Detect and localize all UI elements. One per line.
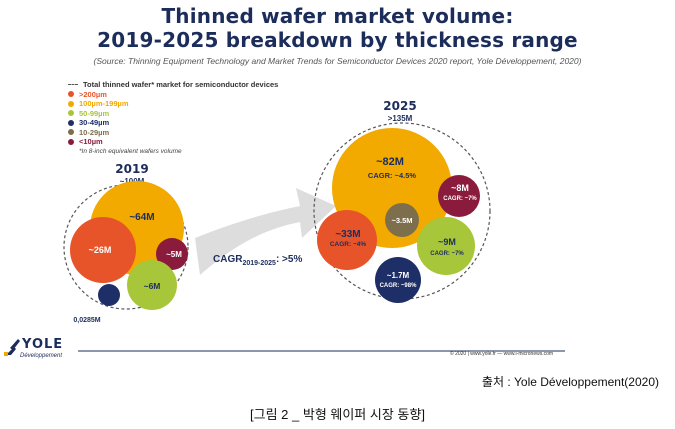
arrow-cagr-text: CAGR xyxy=(213,254,243,265)
value-2019-30-49: 0,0285M xyxy=(73,317,100,324)
legend-item-label: >200µm xyxy=(79,89,107,99)
bubble-2025-10-29 xyxy=(385,203,419,237)
legend-swatch-icon xyxy=(68,110,74,117)
value-2025-30-49: ~1.7M xyxy=(387,271,410,280)
legend-item: 100µm-199µm xyxy=(68,99,278,109)
value-2025-50-99: ~9M xyxy=(438,237,456,247)
figure-caption: [그림 2 _ 박형 웨이퍼 시장 동향] xyxy=(250,407,425,422)
bubble-2025-10less xyxy=(438,175,480,217)
legend-item-label: 10-29µm xyxy=(79,127,110,137)
legend-header-row: Total thinned wafer* market for semicond… xyxy=(68,80,278,90)
arrow-cagr-value: : >5% xyxy=(276,254,303,265)
arrow-cagr-subscript: 2019-2025 xyxy=(242,260,276,267)
bubble-2019-200plus xyxy=(70,217,136,283)
value-2019-10less: ~5M xyxy=(166,250,182,259)
cagr-2025-30-49: CAGR: ~98% xyxy=(380,283,418,289)
legend-item-label: 50-99µm xyxy=(79,108,110,118)
cagr-2025-10less: CAGR: ~7% xyxy=(443,196,477,202)
year-label-2025: 2025 xyxy=(383,99,416,113)
group-2019: 2019 ~100M ~64M ~26M ~5M ~6M 0,0285M xyxy=(63,162,189,324)
legend-swatch-icon xyxy=(68,119,74,126)
cagr-2025-200plus: CAGR: ~4% xyxy=(330,241,367,248)
bubble-2025-200plus xyxy=(317,210,377,270)
bubble-2019-50-99 xyxy=(127,260,177,310)
legend-item: 10-29µm xyxy=(68,128,278,138)
value-2019-200plus: ~26M xyxy=(89,245,112,255)
legend-item-label: 100µm-199µm xyxy=(79,99,129,109)
legend-items: >200µm 100µm-199µm 50-99µm 30-49µm 10-29µm <1… xyxy=(68,90,278,147)
legend-item: <10µm xyxy=(68,137,278,147)
value-2019-50-99: ~6M xyxy=(144,281,161,291)
legend-item: 50-99µm xyxy=(68,109,278,119)
footer-copyright: © 2020 | www.yole.fr — www.i-micronews.c… xyxy=(450,350,553,357)
legend-swatch-icon xyxy=(68,91,74,98)
dashed-line-icon xyxy=(68,84,78,86)
legend-item-label: 30-49µm xyxy=(79,118,110,128)
bubble-2019-10less xyxy=(156,238,188,270)
chart-title-line2: 2019-2025 breakdown by thickness range xyxy=(97,28,578,52)
legend-swatch-icon xyxy=(68,129,74,136)
legend-item: 30-49µm xyxy=(68,118,278,128)
legend-header: Total thinned wafer* market for semicond… xyxy=(83,80,279,90)
value-2025-200plus: ~33M xyxy=(335,229,360,240)
chart-title-line1: Thinned wafer market volume: xyxy=(161,4,514,28)
legend-swatch-icon xyxy=(68,100,74,107)
bubble-2025-30-49 xyxy=(375,257,421,303)
value-2025-10-29: ~3.5M xyxy=(391,216,412,225)
value-2019-100-199: ~64M xyxy=(129,212,154,223)
total-label-2025: >135M xyxy=(388,114,413,123)
legend-item-label: <10µm xyxy=(79,137,103,147)
cagr-2025-50-99: CAGR: ~7% xyxy=(430,251,464,257)
legend-swatch-icon xyxy=(68,138,74,145)
growth-arrow xyxy=(195,188,336,275)
yole-logo-icon xyxy=(6,339,20,355)
legend-note: *In 8-inch equivalent wafers volume xyxy=(79,147,182,155)
value-2025-100-199: ~82M xyxy=(376,156,404,168)
arrow-cagr-label: CAGR2019-2025: >5% xyxy=(213,254,302,267)
year-label-2019: 2019 xyxy=(115,162,148,176)
chart-source: (Source: Thinning Equipment Technology a… xyxy=(93,56,582,66)
bubble-2019-30-49 xyxy=(98,284,120,306)
yole-logo-text: YOLE xyxy=(21,337,63,352)
group-2025: 2025 >135M ~82M CAGR: ~4.5% ~33M CAGR: ~… xyxy=(313,99,491,303)
value-2025-10less: ~8M xyxy=(451,183,469,193)
legend: Total thinned wafer* market for semicond… xyxy=(68,80,278,155)
yole-logo: YOLE Développement xyxy=(4,337,63,359)
bubble-2025-50-99 xyxy=(417,217,475,275)
yole-logo-subtext: Développement xyxy=(20,353,62,359)
legend-item: >200µm xyxy=(68,90,278,100)
cagr-2025-100-199: CAGR: ~4.5% xyxy=(368,171,416,180)
caption-source: 출처 : Yole Développement(2020) xyxy=(481,375,659,389)
